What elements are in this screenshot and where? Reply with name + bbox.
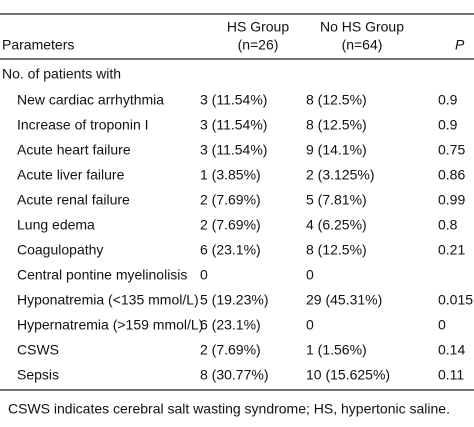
row-label: Hyponatremia (<135 mmol/L): [17, 292, 199, 308]
header-nohs-n: (n=64): [342, 37, 383, 53]
p-cell: 0.99: [438, 192, 465, 208]
no-hs-cell: 8 (12.5%): [306, 242, 367, 258]
hs-cell: 0: [200, 267, 208, 283]
p-cell: 0.015: [438, 292, 473, 308]
hs-cell: 3 (11.54%): [200, 92, 267, 108]
row-label: Acute liver failure: [17, 167, 125, 183]
header-p: P: [455, 37, 465, 53]
p-cell: 0.14: [438, 342, 465, 358]
p-cell: 0.75: [438, 142, 465, 158]
row-label: New cardiac arrhythmia: [17, 92, 164, 108]
header-hs-n: (n=26): [238, 37, 279, 53]
no-hs-cell: 10 (15.625%): [306, 367, 390, 383]
no-hs-cell: 5 (7.81%): [306, 192, 367, 208]
row-label: Coagulopathy: [17, 242, 103, 258]
no-hs-cell: 29 (45.31%): [306, 292, 382, 308]
no-hs-cell: 8 (12.5%): [306, 92, 367, 108]
hs-cell: 2 (7.69%): [200, 192, 261, 208]
row-label: CSWS: [17, 342, 59, 358]
p-cell: 0.86: [438, 167, 465, 183]
hs-cell: 3 (11.54%): [200, 142, 267, 158]
p-cell: 0.9: [438, 117, 458, 133]
p-cell: 0.8: [438, 217, 458, 233]
row-label: Sepsis: [17, 367, 59, 383]
hs-cell: 3 (11.54%): [200, 117, 267, 133]
header-hs: HS Group: [227, 19, 289, 35]
row-label: Acute heart failure: [17, 142, 131, 158]
no-hs-cell: 8 (12.5%): [306, 117, 367, 133]
row-label: Central pontine myelinolisis: [17, 267, 187, 283]
footnote: CSWS indicates cerebral salt wasting syn…: [8, 401, 450, 417]
hs-cell: 2 (7.69%): [200, 342, 261, 358]
row-label: Lung edema: [17, 217, 95, 233]
no-hs-cell: 0: [306, 267, 314, 283]
p-cell: 0.11: [438, 367, 464, 383]
no-hs-cell: 9 (14.1%): [306, 142, 367, 158]
hs-cell: 6 (23.1%): [200, 242, 261, 258]
row-label: Hypernatremia (>159 mmol/L): [17, 317, 203, 333]
hs-cell: 2 (7.69%): [200, 217, 261, 233]
header-parameters: Parameters: [2, 37, 74, 53]
no-hs-cell: 4 (6.25%): [306, 217, 367, 233]
row-label: Acute renal failure: [17, 192, 130, 208]
hs-cell: 5 (19.23%): [200, 292, 268, 308]
p-cell: 0.9: [438, 92, 458, 108]
header-nohs: No HS Group: [320, 19, 404, 35]
no-hs-cell: 2 (3.125%): [306, 167, 374, 183]
no-hs-cell: 0: [306, 317, 314, 333]
hs-cell: 1 (3.85%): [200, 167, 261, 183]
hs-cell: 8 (30.77%): [200, 367, 268, 383]
row-label: Increase of troponin I: [17, 117, 149, 133]
p-cell: 0: [438, 317, 446, 333]
p-cell: 0.21: [438, 242, 465, 258]
no-hs-cell: 1 (1.56%): [306, 342, 367, 358]
section-label: No. of patients with: [2, 66, 121, 82]
hs-cell: 6 (23.1%): [200, 317, 261, 333]
